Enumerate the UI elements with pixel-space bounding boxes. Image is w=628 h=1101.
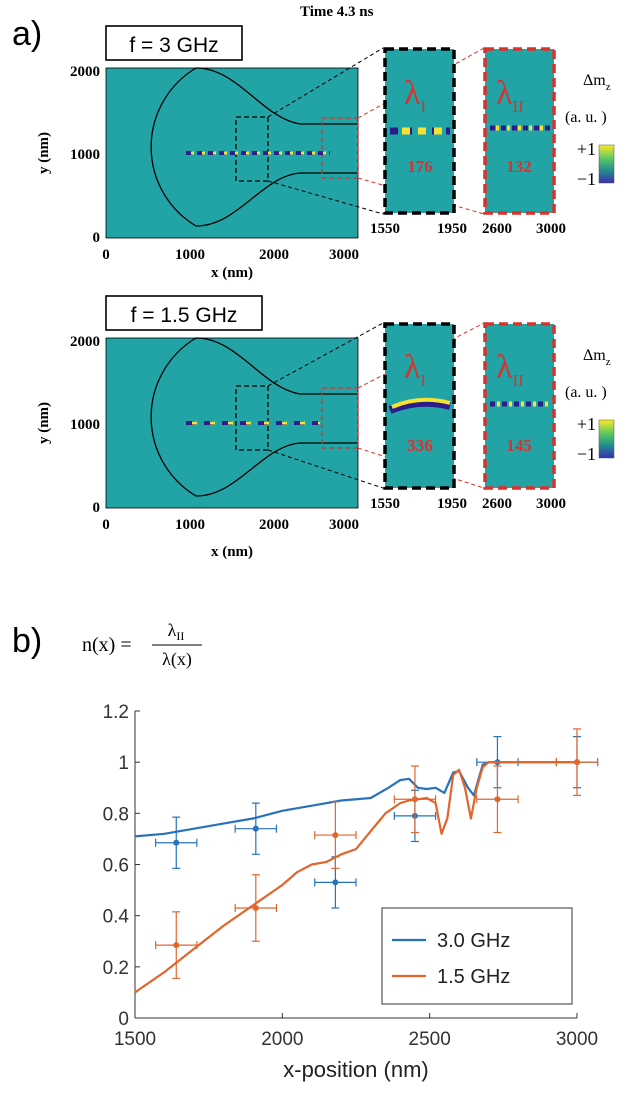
y-tick-label: 0.2 bbox=[103, 958, 129, 979]
freq-label: f = 1.5 GHz bbox=[131, 304, 238, 327]
zoom-tick: 1950 bbox=[437, 221, 467, 237]
x-tick-label: 2500 bbox=[409, 1029, 451, 1050]
waveguide-outline bbox=[150, 67, 358, 227]
y-tick: 1000 bbox=[70, 417, 100, 433]
x-axis-label: x (nm) bbox=[211, 265, 253, 281]
zoom-tick: 2600 bbox=[482, 496, 512, 512]
x-axis-label: x-position (nm) bbox=[283, 1057, 428, 1082]
series-orange bbox=[134, 728, 599, 994]
colorbar-max: +1 bbox=[577, 139, 596, 159]
zoom-tick: 2600 bbox=[482, 221, 512, 237]
colorbar-units: (a. u. ) bbox=[565, 384, 607, 401]
y-tick-label: 0 bbox=[118, 1009, 129, 1030]
x-tick: 2000 bbox=[259, 247, 289, 263]
freq-box bbox=[105, 295, 263, 331]
line-chart: 0 0.2 0.4 0.6 0.8 1 1.2 1500 2000 2500 3000 x-posit… bbox=[103, 702, 599, 1082]
y-tick-label: 0.4 bbox=[103, 907, 130, 928]
time-label: Time 4.3 ns bbox=[300, 4, 374, 20]
x-tick: 1000 bbox=[175, 517, 205, 533]
zoom-tick: 1550 bbox=[370, 496, 400, 512]
x-tick: 0 bbox=[102, 247, 110, 263]
colorbar bbox=[598, 144, 615, 184]
lambda-symbol: λII bbox=[496, 75, 524, 116]
y-tick-label: 0.8 bbox=[103, 804, 129, 825]
formula-lhs: n(x) = bbox=[82, 634, 132, 656]
formula: n(x) = λII λ(x) bbox=[82, 620, 202, 670]
x-tick: 3000 bbox=[329, 247, 359, 263]
colorbar-min: −1 bbox=[577, 444, 596, 464]
zoom-lambda-II bbox=[483, 47, 556, 215]
lambda-value: 132 bbox=[506, 157, 532, 176]
legend-box bbox=[381, 907, 573, 1005]
colorbar-max: +1 bbox=[577, 414, 596, 434]
sim-panel-1p5ghz: f = 1.5 GHz y (nm) 2000 1000 0 0 1000 20… bbox=[36, 295, 615, 560]
colorbar bbox=[598, 419, 615, 459]
lambda-symbol: λI bbox=[404, 349, 427, 390]
legend: 3.0 GHz 1.5 GHz bbox=[381, 907, 573, 1005]
data-point bbox=[173, 942, 180, 949]
sim-panel-3ghz: f = 3 GHz y (nm) 2000 1000 0 0 1000 2000… bbox=[36, 25, 615, 281]
colorbar-label: Δmz bbox=[583, 347, 611, 368]
y-tick: 2000 bbox=[70, 64, 100, 80]
waveguide-outline bbox=[150, 337, 358, 497]
x-tick-label: 1500 bbox=[114, 1029, 156, 1050]
data-point bbox=[494, 796, 501, 803]
y-tick-label: 1.2 bbox=[103, 702, 129, 723]
x-tick: 3000 bbox=[329, 517, 359, 533]
data-point bbox=[252, 825, 259, 832]
legend-label: 1.5 GHz bbox=[437, 966, 510, 988]
zoom-tick: 1550 bbox=[370, 221, 400, 237]
x-tick: 2000 bbox=[259, 517, 289, 533]
legend-label: 3.0 GHz bbox=[437, 930, 510, 952]
y-tick-label: 0.6 bbox=[103, 856, 129, 877]
y-tick: 0 bbox=[93, 500, 101, 516]
freq-box bbox=[105, 25, 243, 61]
x-tick-label: 3000 bbox=[556, 1029, 598, 1050]
data-point bbox=[173, 839, 180, 846]
panel-b-label: b) bbox=[12, 622, 42, 660]
colorbar-min: −1 bbox=[577, 169, 596, 189]
formula-denominator: λ(x) bbox=[162, 649, 192, 670]
zoom-tick: 3000 bbox=[536, 221, 566, 237]
data-point bbox=[252, 904, 259, 911]
x-tick: 0 bbox=[102, 517, 110, 533]
lambda-value: 336 bbox=[407, 436, 433, 455]
y-tick-label: 1 bbox=[118, 753, 129, 774]
data-point bbox=[574, 759, 580, 766]
lambda-symbol: λI bbox=[404, 75, 427, 116]
data-point bbox=[411, 796, 418, 803]
data-point bbox=[332, 879, 339, 886]
x-axis-label: x (nm) bbox=[211, 544, 253, 560]
colorbar-label: Δmz bbox=[583, 72, 611, 93]
colorbar-units: (a. u. ) bbox=[565, 109, 607, 126]
freq-label: f = 3 GHz bbox=[129, 34, 218, 57]
x-tick: 1000 bbox=[175, 247, 205, 263]
y-tick: 0 bbox=[93, 230, 101, 246]
lambda-value: 145 bbox=[506, 436, 532, 455]
x-tick-label: 2000 bbox=[261, 1029, 303, 1050]
y-tick: 1000 bbox=[70, 147, 100, 163]
lambda-symbol: λII bbox=[496, 349, 524, 390]
data-point bbox=[332, 832, 339, 839]
zoom-tick: 1950 bbox=[437, 496, 467, 512]
zoom-tick: 3000 bbox=[536, 496, 566, 512]
lambda-value: 176 bbox=[407, 157, 433, 176]
y-axis-label: y (nm) bbox=[36, 402, 52, 444]
formula-numerator: λII bbox=[168, 620, 185, 643]
panel-a-label: a) bbox=[12, 15, 42, 53]
y-axis-label: y (nm) bbox=[36, 132, 52, 174]
y-tick: 2000 bbox=[70, 334, 100, 350]
